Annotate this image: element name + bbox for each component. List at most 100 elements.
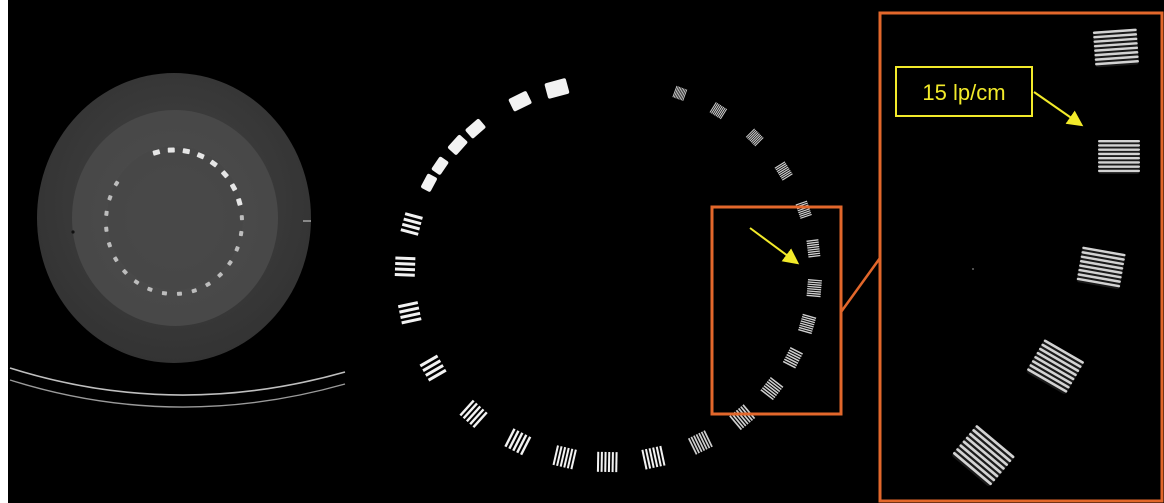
bar-stripe — [795, 200, 808, 206]
inset-stripe — [1031, 360, 1073, 385]
inset-stripe — [1098, 165, 1140, 168]
bar-stripe — [504, 428, 516, 448]
ring-bar-group — [806, 278, 822, 298]
bar-stripe — [469, 408, 485, 426]
bar-stripe — [751, 134, 762, 144]
bar-stripe — [465, 405, 482, 423]
bar-stripe — [403, 217, 422, 226]
bar-stripe — [807, 283, 822, 287]
bar-stripe — [747, 129, 757, 139]
bar-stripe — [615, 452, 618, 473]
small-ring-bar — [182, 148, 191, 155]
inset-stripe — [1077, 273, 1121, 283]
bar-stripe — [400, 228, 419, 236]
ring-bar-group — [431, 156, 449, 175]
bar-stripe — [644, 448, 652, 469]
ring-bar-group — [552, 445, 577, 470]
small-ring-bar — [227, 260, 233, 266]
bar-block — [191, 288, 198, 294]
bar-stripe — [687, 437, 698, 455]
bar-stripe — [807, 250, 820, 254]
connector-line — [839, 257, 882, 313]
phantom-marker-left — [71, 230, 75, 234]
ring-bar-group — [421, 173, 437, 192]
bar-block — [167, 147, 175, 153]
inset-stripe — [962, 440, 1002, 474]
bar-stripe — [427, 368, 447, 382]
bar-stripe — [749, 132, 759, 142]
inset-stripe — [1098, 157, 1140, 160]
bar-block — [161, 291, 168, 296]
bar-stripe — [563, 447, 570, 468]
bar-stripe — [807, 281, 822, 284]
annotation-arrow-small — [749, 227, 800, 265]
bar-stripe — [713, 104, 722, 116]
bar-block — [104, 226, 109, 232]
bar-stripe — [711, 103, 719, 114]
bar-stripe — [754, 137, 764, 147]
ring-bar-group — [687, 430, 713, 455]
bar-block — [104, 210, 109, 216]
bar-stripe — [802, 313, 817, 319]
inset-stripe — [1098, 144, 1140, 147]
ring-bar-group — [596, 451, 618, 473]
ring-bar-group — [760, 376, 784, 401]
small-ring-bar — [113, 180, 120, 187]
bar-block — [122, 269, 128, 275]
bar-block — [544, 78, 570, 99]
inset-stripe — [1034, 356, 1075, 381]
bar-block — [508, 91, 532, 112]
bar-stripe — [745, 128, 755, 138]
annotation-arrow-large — [1033, 91, 1084, 127]
bar-block — [113, 180, 120, 187]
ring-bar-group — [504, 428, 532, 456]
inset-stripe — [1082, 246, 1126, 257]
bar-stripe — [807, 285, 822, 289]
bar-stripe — [676, 87, 682, 99]
ring-bar-group — [798, 313, 817, 335]
bar-stripe — [799, 322, 814, 328]
bar-stripe — [570, 449, 577, 470]
bar-stripe — [648, 448, 655, 469]
bar-stripe — [682, 89, 688, 101]
bar-stripe — [777, 166, 789, 174]
small-ring-bar — [104, 210, 109, 216]
bar-block — [113, 256, 119, 263]
bar-stripe — [785, 356, 799, 364]
bar-block — [107, 195, 113, 201]
bar-stripe — [703, 430, 713, 448]
bar-stripe — [556, 446, 563, 467]
bar-stripe — [679, 88, 685, 100]
bar-stripe — [806, 241, 819, 245]
bar-stripe — [769, 376, 784, 389]
inset-stripe — [972, 429, 1012, 463]
bar-block — [221, 170, 229, 179]
inset-stripe — [1078, 268, 1122, 279]
bar-stripe — [604, 451, 607, 472]
bar-stripe — [404, 212, 423, 220]
inset-stripe — [956, 448, 996, 482]
bar-stripe — [678, 87, 684, 100]
ring-bar-group — [641, 445, 666, 470]
bar-stripe — [693, 435, 703, 453]
bar-stripe — [712, 103, 720, 115]
bar-stripe — [807, 278, 822, 282]
ring-bar-group — [774, 161, 793, 181]
bar-stripe — [641, 449, 648, 470]
inset-stripe — [1094, 51, 1139, 57]
small-ring-bar — [104, 226, 109, 232]
bar-stripe — [520, 436, 532, 456]
bar-block — [133, 279, 140, 285]
inset-stripe — [1094, 55, 1139, 61]
bar-block — [431, 156, 449, 175]
bar-stripe — [394, 272, 415, 277]
bar-stripe — [559, 446, 567, 467]
bar-stripe — [801, 318, 816, 324]
inset-stripe — [965, 436, 1005, 470]
inset-stripe — [1098, 148, 1140, 151]
bar-stripe — [400, 311, 421, 319]
small-ring-bar — [238, 230, 244, 237]
bar-stripe — [799, 324, 814, 330]
inset-stripe — [1027, 368, 1068, 393]
bar-stripe — [397, 301, 419, 309]
